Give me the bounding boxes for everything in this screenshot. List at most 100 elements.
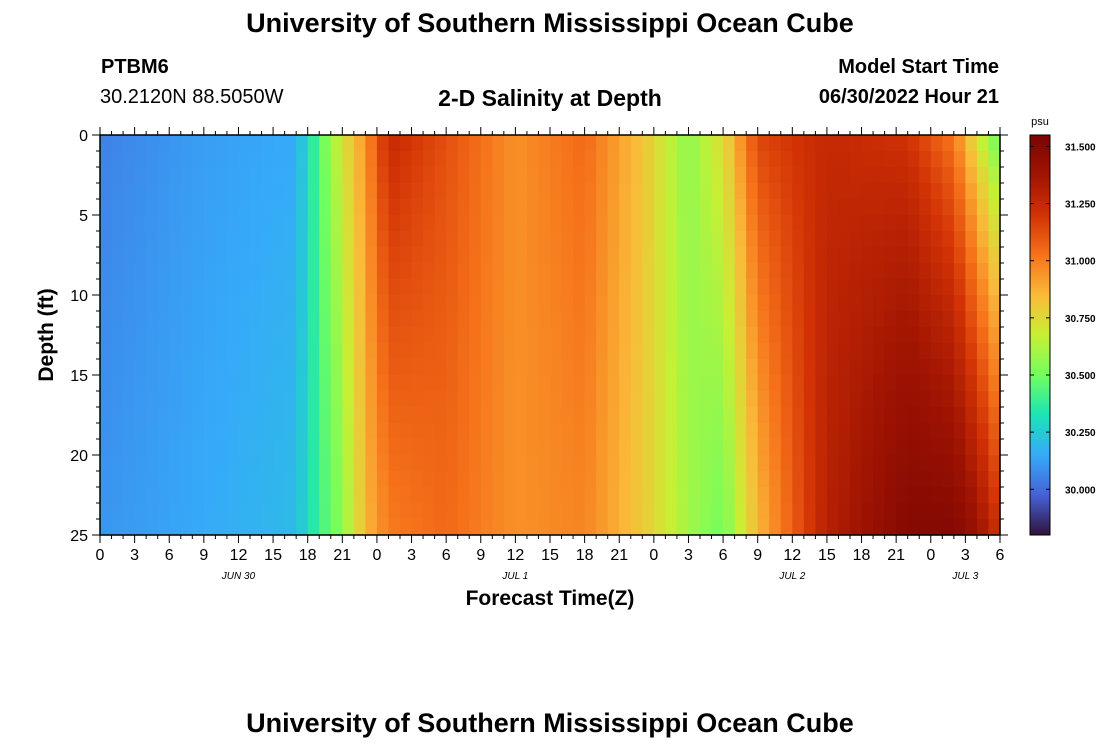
heatmap-cell bbox=[688, 487, 701, 504]
heatmap-cell bbox=[250, 471, 263, 488]
heatmap-cell bbox=[526, 295, 540, 312]
heatmap-cell bbox=[376, 487, 390, 504]
heatmap-cell bbox=[700, 423, 713, 440]
heatmap-cell bbox=[919, 151, 932, 168]
heatmap-cell bbox=[388, 151, 401, 168]
heatmap-cell bbox=[365, 503, 378, 520]
heatmap-cell bbox=[850, 215, 863, 232]
station-id: PTBM6 bbox=[101, 56, 169, 78]
heatmap-cell bbox=[353, 519, 366, 536]
heatmap-cell bbox=[930, 423, 943, 440]
heatmap-cell bbox=[376, 391, 390, 408]
heatmap-cell bbox=[803, 343, 816, 360]
heatmap-cell bbox=[861, 487, 874, 504]
x-tick-label: 21 bbox=[333, 547, 351, 564]
heatmap-cell bbox=[180, 151, 193, 168]
heatmap-cell bbox=[111, 359, 124, 376]
heatmap-cell bbox=[873, 263, 886, 280]
heatmap-cell bbox=[180, 295, 193, 312]
heatmap-cell bbox=[953, 471, 966, 488]
heatmap-cell bbox=[642, 311, 655, 328]
x-tick-label: 18 bbox=[853, 547, 871, 564]
heatmap-cell bbox=[815, 215, 828, 232]
heatmap-cell bbox=[607, 359, 620, 376]
heatmap-cell bbox=[261, 471, 274, 488]
heatmap-cell bbox=[503, 263, 516, 280]
heatmap-cell bbox=[307, 151, 320, 168]
heatmap-cell bbox=[803, 167, 816, 184]
heatmap-cell bbox=[630, 503, 643, 520]
heatmap-cell bbox=[769, 167, 782, 184]
heatmap-cell bbox=[676, 391, 690, 408]
heatmap-cell bbox=[503, 151, 516, 168]
heatmap-cell bbox=[619, 295, 632, 312]
heatmap-cell bbox=[192, 311, 205, 328]
heatmap-cell bbox=[630, 519, 643, 536]
heatmap-cell bbox=[838, 455, 851, 472]
heatmap-cell bbox=[526, 311, 540, 328]
heatmap-cell bbox=[850, 247, 863, 264]
x-tick-label: 3 bbox=[961, 547, 970, 564]
heatmap-cell bbox=[653, 343, 666, 360]
heatmap-cell bbox=[446, 199, 459, 216]
heatmap-cell bbox=[365, 343, 378, 360]
heatmap-cell bbox=[134, 279, 147, 296]
heatmap-cell bbox=[780, 151, 793, 168]
heatmap-cell bbox=[515, 199, 528, 216]
heatmap-cell bbox=[238, 503, 251, 520]
heatmap-cell bbox=[896, 183, 909, 200]
heatmap-cell bbox=[573, 247, 586, 264]
heatmap-cell bbox=[850, 359, 863, 376]
heatmap-cell bbox=[123, 327, 136, 344]
heatmap-cell bbox=[838, 247, 851, 264]
heatmap-cell bbox=[215, 167, 228, 184]
heatmap-cell bbox=[953, 263, 966, 280]
heatmap-cell bbox=[296, 167, 309, 184]
heatmap-cell bbox=[757, 343, 770, 360]
heatmap-cell bbox=[284, 503, 297, 520]
heatmap-cell bbox=[134, 327, 147, 344]
heatmap-cell bbox=[815, 519, 828, 536]
heatmap-cell bbox=[607, 263, 620, 280]
heatmap-cell bbox=[746, 455, 759, 472]
heatmap-cell bbox=[965, 391, 978, 408]
heatmap-cell bbox=[746, 167, 759, 184]
heatmap-cell bbox=[688, 151, 701, 168]
heatmap-cell bbox=[723, 263, 736, 280]
colorbar-tick-label: 30.250 bbox=[1065, 428, 1096, 439]
heatmap-cell bbox=[803, 231, 816, 248]
heatmap-cell bbox=[988, 327, 1001, 344]
heatmap-cell bbox=[538, 407, 551, 424]
heatmap-cell bbox=[192, 151, 205, 168]
heatmap-cell bbox=[907, 519, 920, 536]
heatmap-cell bbox=[250, 311, 263, 328]
heatmap-cell bbox=[746, 263, 759, 280]
heatmap-cell bbox=[573, 407, 586, 424]
heatmap-cell bbox=[942, 199, 955, 216]
heatmap-cell bbox=[803, 455, 816, 472]
heatmap-cell bbox=[550, 279, 563, 296]
heatmap-cell bbox=[826, 279, 840, 296]
heatmap-cell bbox=[261, 295, 274, 312]
heatmap-cell bbox=[826, 311, 840, 328]
x-tick-label: 3 bbox=[130, 547, 139, 564]
y-tick-label: 5 bbox=[79, 208, 88, 225]
heatmap-cell bbox=[111, 247, 124, 264]
heatmap-cell bbox=[561, 391, 574, 408]
heatmap-cell bbox=[296, 327, 309, 344]
heatmap-cell bbox=[411, 519, 424, 536]
heatmap-cell bbox=[550, 135, 563, 152]
heatmap-cell bbox=[515, 391, 528, 408]
heatmap-cell bbox=[273, 471, 286, 488]
heatmap-cell bbox=[157, 311, 170, 328]
heatmap-cell bbox=[907, 455, 920, 472]
heatmap-cell bbox=[169, 423, 182, 440]
heatmap-cell bbox=[503, 295, 516, 312]
heatmap-cell bbox=[919, 519, 932, 536]
heatmap-cell bbox=[215, 471, 228, 488]
heatmap-cell bbox=[111, 327, 124, 344]
heatmap-cell bbox=[134, 471, 147, 488]
heatmap-cell bbox=[976, 503, 990, 520]
heatmap-cell bbox=[653, 503, 666, 520]
heatmap-cell bbox=[261, 135, 274, 152]
